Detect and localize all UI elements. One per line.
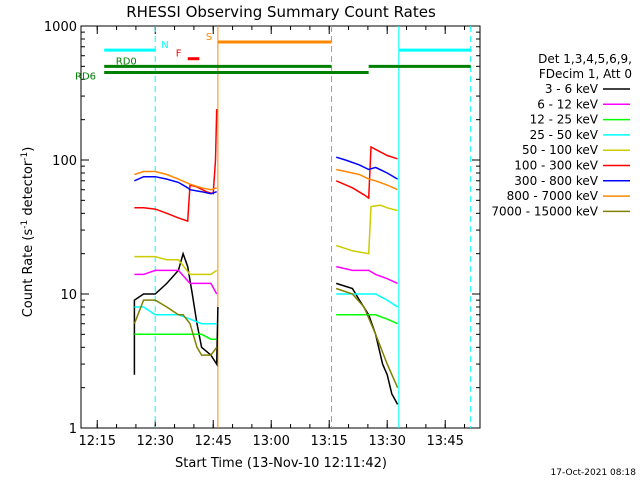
y-tick-label: 100 bbox=[52, 154, 77, 169]
legend-label: 6 - 12 keV bbox=[537, 97, 599, 111]
state-bar-label-rd0: RD0 bbox=[116, 56, 137, 67]
legend-label: 100 - 300 keV bbox=[514, 159, 598, 173]
state-bar-label-rd6: RD6 bbox=[75, 71, 96, 82]
state-bar-label-s: S bbox=[206, 32, 212, 43]
x-tick-label: 12:30 bbox=[136, 434, 173, 449]
state-bar-label-f: F bbox=[176, 49, 182, 60]
y-tick-label: 1000 bbox=[44, 20, 77, 35]
legend-header-line-1: Det 1,3,4,5,6,9, bbox=[538, 52, 632, 66]
series-line bbox=[134, 314, 398, 340]
plot-frame bbox=[80, 25, 481, 429]
legend-label: 3 - 6 keV bbox=[545, 82, 599, 96]
series-line bbox=[133, 287, 399, 389]
y-axis-label-mid: detector bbox=[21, 160, 36, 220]
y-axis-label: Count Rate (s-1 detector-1) bbox=[20, 147, 36, 318]
legend-header-line-2: FDecim 1, Att 0 bbox=[539, 67, 632, 81]
series-line bbox=[134, 156, 398, 195]
x-tick-label: 13:15 bbox=[310, 434, 347, 449]
y-axis-label-sup2: -1 bbox=[20, 152, 30, 161]
footer-timestamp: 17-Oct-2021 08:18 bbox=[551, 468, 637, 478]
state-bar-label-n: N bbox=[161, 40, 168, 51]
y-axis-label-end: ) bbox=[21, 147, 36, 152]
legend-label: 300 - 800 keV bbox=[514, 174, 598, 188]
y-axis-label-main: Count Rate (s bbox=[21, 229, 36, 318]
series-line bbox=[134, 265, 398, 295]
legend-label: 800 - 7000 keV bbox=[507, 189, 599, 203]
y-tick-label: 10 bbox=[60, 288, 77, 303]
series-line bbox=[134, 204, 398, 276]
y-tick-label: 1 bbox=[69, 422, 77, 437]
legend-label: 12 - 25 keV bbox=[530, 113, 599, 127]
legend-label: 25 - 50 keV bbox=[530, 128, 599, 142]
series-line bbox=[133, 251, 399, 405]
x-tick-label: 12:45 bbox=[194, 434, 231, 449]
y-axis-label-sup1: -1 bbox=[20, 220, 30, 229]
chart-title: RHESSI Observing Summary Count Rates bbox=[126, 3, 436, 21]
x-axis-label: Start Time (13-Nov-10 12:11:42) bbox=[175, 456, 387, 471]
x-tick-label: 13:30 bbox=[368, 434, 405, 449]
plot-area: 12:15 12:30 12:45 13:00 13:15 13:30 13:45 1 10 10… bbox=[44, 20, 481, 449]
x-tick-label: 12:15 bbox=[79, 434, 116, 449]
legend-label: 50 - 100 keV bbox=[522, 143, 599, 157]
x-tick-label: 13:00 bbox=[252, 434, 289, 449]
series-line bbox=[134, 168, 398, 191]
x-tick-label: 13:45 bbox=[426, 434, 463, 449]
legend-label: 7000 - 15000 keV bbox=[491, 204, 598, 218]
